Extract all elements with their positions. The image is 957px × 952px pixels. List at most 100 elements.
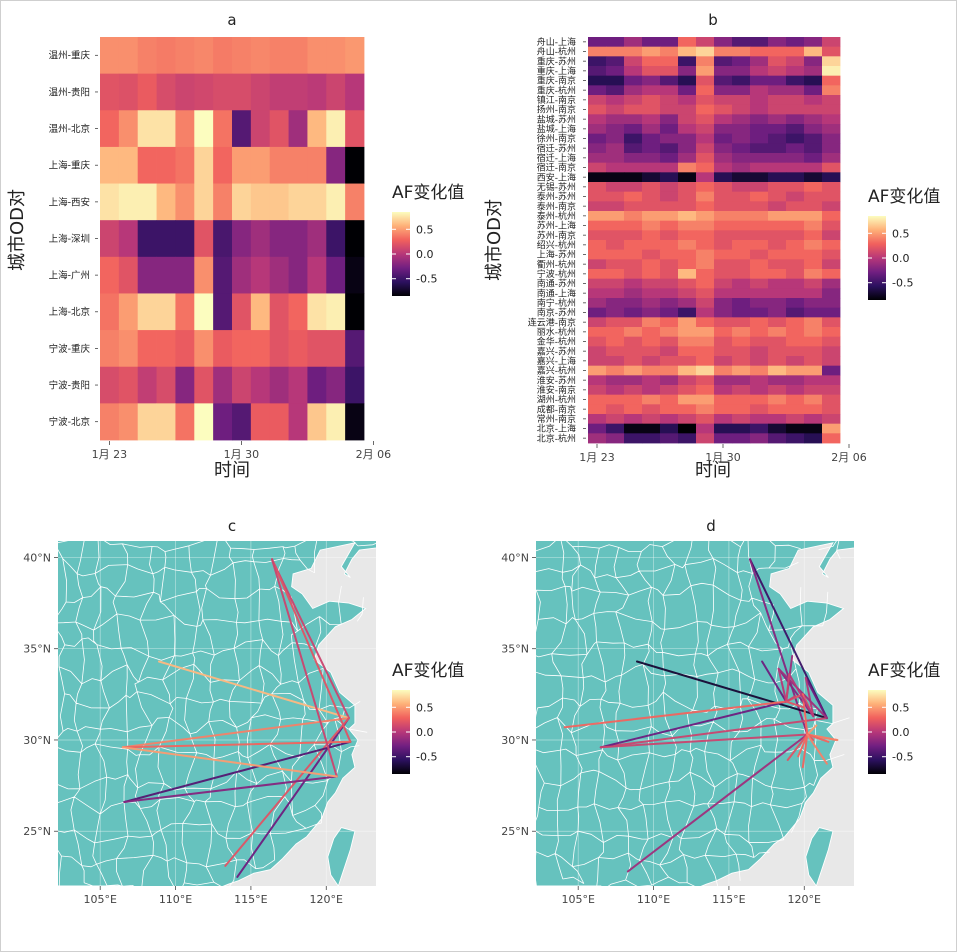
heat-cell <box>804 201 823 212</box>
legend-tick-label: -0.5 <box>416 751 437 764</box>
heat-cell <box>624 172 643 183</box>
heat-cell <box>714 346 733 357</box>
heat-cell <box>606 365 625 376</box>
heat-cell <box>786 172 805 183</box>
row-label: 衢州-杭州 <box>537 258 576 270</box>
heat-cell <box>750 104 769 115</box>
heat-cell <box>100 183 120 221</box>
heat-cell <box>624 143 643 154</box>
heat-cell <box>804 114 823 125</box>
x-tick-label: 1月 30 <box>224 448 260 461</box>
heat-cell <box>642 220 661 231</box>
heat-cell <box>100 293 120 331</box>
heat-cell <box>588 211 607 222</box>
heat-cell <box>269 256 289 294</box>
heat-cell <box>642 259 661 270</box>
heat-cell <box>804 423 823 434</box>
heat-cell <box>288 37 308 75</box>
heat-cell <box>696 95 715 106</box>
heat-cell <box>678 433 697 444</box>
heat-cell <box>100 366 120 404</box>
heat-cell <box>822 66 841 77</box>
heat-cell <box>660 191 679 202</box>
heat-cell <box>696 75 715 86</box>
heat-cell <box>768 269 787 280</box>
heat-cell <box>714 85 733 96</box>
heat-cell <box>269 146 289 184</box>
heat-cell <box>822 414 841 425</box>
heat-cell <box>786 153 805 164</box>
island-shape <box>327 827 356 886</box>
row-label: 重庆-南京 <box>537 75 576 87</box>
heat-cell <box>732 143 751 154</box>
heat-cell <box>678 75 697 86</box>
heat-cell <box>660 85 679 96</box>
heat-cell <box>660 365 679 376</box>
row-label: 北京-上海 <box>537 423 576 435</box>
heat-cell <box>732 201 751 212</box>
heat-cell <box>624 191 643 202</box>
heat-cell <box>250 330 271 368</box>
heat-cell <box>624 85 643 96</box>
heat-cell <box>345 37 365 75</box>
heat-cell <box>714 46 733 57</box>
heat-cell <box>786 385 805 396</box>
heat-cell <box>606 259 625 270</box>
heat-cell <box>588 46 607 57</box>
heat-cell <box>768 336 787 347</box>
heat-cell <box>786 240 805 251</box>
heat-cell <box>250 146 271 184</box>
flow-line <box>121 746 338 778</box>
heat-cell <box>288 110 308 148</box>
heat-cell <box>750 230 769 241</box>
heat-cell <box>714 414 733 425</box>
heat-cell <box>588 124 607 135</box>
row-label: 重庆-上海 <box>537 65 576 77</box>
heat-cell <box>606 75 625 86</box>
heat-cell <box>822 46 841 57</box>
x-tick-label: 105°E <box>561 893 594 906</box>
heat-cell <box>642 37 661 48</box>
heat-cell <box>786 346 805 357</box>
heat-cell <box>822 336 841 347</box>
heat-cell <box>606 288 625 299</box>
heat-cell <box>588 172 607 183</box>
heat-cell <box>642 423 661 434</box>
heat-cell <box>678 230 697 241</box>
flow-line <box>271 558 350 720</box>
heat-cell <box>696 104 715 115</box>
heat-cell <box>232 110 252 148</box>
heat-cell <box>714 336 733 347</box>
heat-cell <box>768 191 787 202</box>
heat-cell <box>732 346 751 357</box>
heat-cell <box>642 385 661 396</box>
heat-cell <box>768 66 787 77</box>
heat-cell <box>606 375 625 386</box>
heat-cell <box>732 375 751 386</box>
heat-cell <box>606 153 625 164</box>
heat-cell <box>786 104 805 115</box>
heat-cell <box>156 37 176 75</box>
heat-cell <box>822 278 841 289</box>
heat-cell <box>714 143 733 154</box>
row-label: 金华-杭州 <box>537 336 576 348</box>
heat-cell <box>588 346 607 357</box>
heat-cell <box>678 298 697 309</box>
heat-cell <box>606 220 625 231</box>
heat-cell <box>250 110 271 148</box>
heat-cell <box>606 433 625 444</box>
heat-cell <box>678 153 697 164</box>
heat-cell <box>588 385 607 396</box>
heat-cell <box>660 95 679 106</box>
heat-cell <box>750 85 769 96</box>
heat-cell <box>804 365 823 376</box>
heat-cell <box>660 124 679 135</box>
x-tick-label: 115°E <box>234 893 267 906</box>
heat-cell <box>194 256 214 294</box>
heat-cell <box>732 394 751 405</box>
heat-cell <box>750 385 769 396</box>
heat-cell <box>678 307 697 318</box>
heat-cell <box>768 240 787 251</box>
heat-cell <box>269 110 289 148</box>
row-label: 宿迁-南京 <box>537 162 576 174</box>
